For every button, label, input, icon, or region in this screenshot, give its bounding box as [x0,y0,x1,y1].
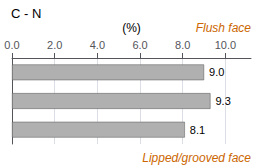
svg-text:Flush face: Flush face [196,21,252,35]
svg-text:C - N: C - N [11,6,41,21]
svg-text:9.0: 9.0 [209,66,224,78]
svg-text:Lipped/grooved face: Lipped/grooved face [142,151,251,165]
svg-text:10.0: 10.0 [215,39,236,51]
svg-text:8.0: 8.0 [175,39,190,51]
svg-text:4.0: 4.0 [90,39,105,51]
svg-text:2.0: 2.0 [47,39,62,51]
svg-text:9.3: 9.3 [215,95,230,107]
svg-text:6.0: 6.0 [132,39,147,51]
svg-text:8.1: 8.1 [190,124,205,136]
svg-text:0.0: 0.0 [4,39,19,51]
svg-text:(%): (%) [122,21,141,35]
